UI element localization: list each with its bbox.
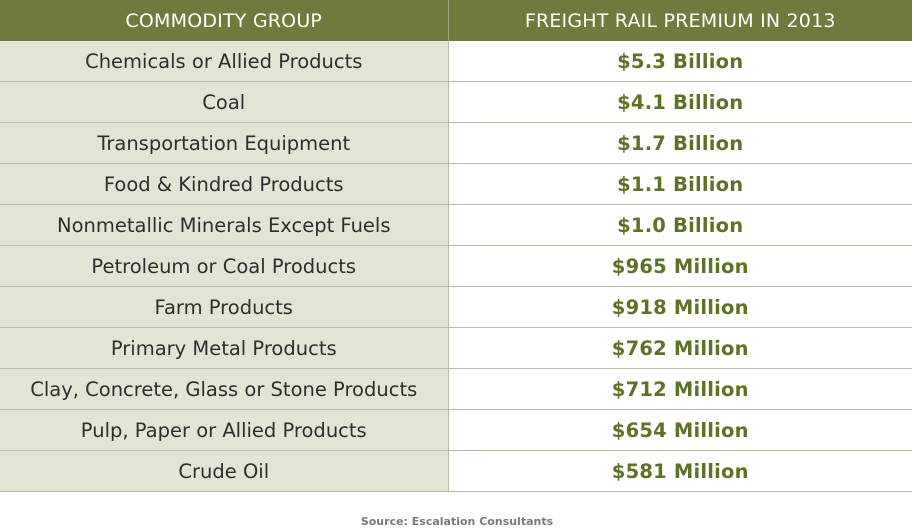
- commodity-group-cell: Primary Metal Products: [0, 327, 449, 369]
- table-row: Transportation Equipment $1.7 Billion: [0, 122, 912, 164]
- premium-value-cell: $712 Million: [448, 368, 912, 410]
- table-row: Primary Metal Products $762 Million: [0, 327, 912, 369]
- premium-value-cell: $762 Million: [448, 327, 912, 369]
- column-header-commodity-group: COMMODITY GROUP: [0, 0, 449, 41]
- source-note: Source: Escalation Consultants: [360, 515, 554, 528]
- commodity-group-cell: Food & Kindred Products: [0, 163, 449, 205]
- table-header-row: COMMODITY GROUP FREIGHT RAIL PREMIUM IN …: [0, 0, 912, 41]
- table-row: Crude Oil $581 Million: [0, 450, 912, 492]
- commodity-group-cell: Chemicals or Allied Products: [0, 41, 449, 82]
- premium-value-cell: $581 Million: [448, 450, 912, 492]
- table-row: Clay, Concrete, Glass or Stone Products $…: [0, 368, 912, 410]
- commodity-group-cell: Clay, Concrete, Glass or Stone Products: [0, 368, 449, 410]
- premium-value-cell: $4.1 Billion: [448, 81, 912, 123]
- commodity-group-cell: Transportation Equipment: [0, 122, 449, 164]
- premium-value-cell: $1.0 Billion: [448, 204, 912, 246]
- commodity-group-cell: Nonmetallic Minerals Except Fuels: [0, 204, 449, 246]
- premium-table-container: COMMODITY GROUP FREIGHT RAIL PREMIUM IN …: [0, 0, 912, 492]
- table-row: Farm Products $918 Million: [0, 286, 912, 328]
- table-row: Food & Kindred Products $1.1 Billion: [0, 163, 912, 205]
- commodity-group-cell: Farm Products: [0, 286, 449, 328]
- table-row: Pulp, Paper or Allied Products $654 Milli…: [0, 409, 912, 451]
- table-row: Petroleum or Coal Products $965 Million: [0, 245, 912, 287]
- commodity-group-cell: Coal: [0, 81, 449, 123]
- premium-value-cell: $1.7 Billion: [448, 122, 912, 164]
- premium-value-cell: $654 Million: [448, 409, 912, 451]
- premium-value-cell: $918 Million: [448, 286, 912, 328]
- column-header-freight-rail-premium: FREIGHT RAIL PREMIUM IN 2013: [448, 0, 912, 41]
- table-row: Chemicals or Allied Products $5.3 Billion: [0, 41, 912, 82]
- freight-rail-premium-table: COMMODITY GROUP FREIGHT RAIL PREMIUM IN …: [0, 0, 912, 492]
- table-row: Nonmetallic Minerals Except Fuels $1.0 Bi…: [0, 204, 912, 246]
- table-body: Chemicals or Allied Products $5.3 Billion…: [0, 41, 912, 492]
- premium-value-cell: $1.1 Billion: [448, 163, 912, 205]
- premium-value-cell: $965 Million: [448, 245, 912, 287]
- commodity-group-cell: Pulp, Paper or Allied Products: [0, 409, 449, 451]
- commodity-group-cell: Crude Oil: [0, 450, 449, 492]
- premium-value-cell: $5.3 Billion: [448, 41, 912, 82]
- table-row: Coal $4.1 Billion: [0, 81, 912, 123]
- commodity-group-cell: Petroleum or Coal Products: [0, 245, 449, 287]
